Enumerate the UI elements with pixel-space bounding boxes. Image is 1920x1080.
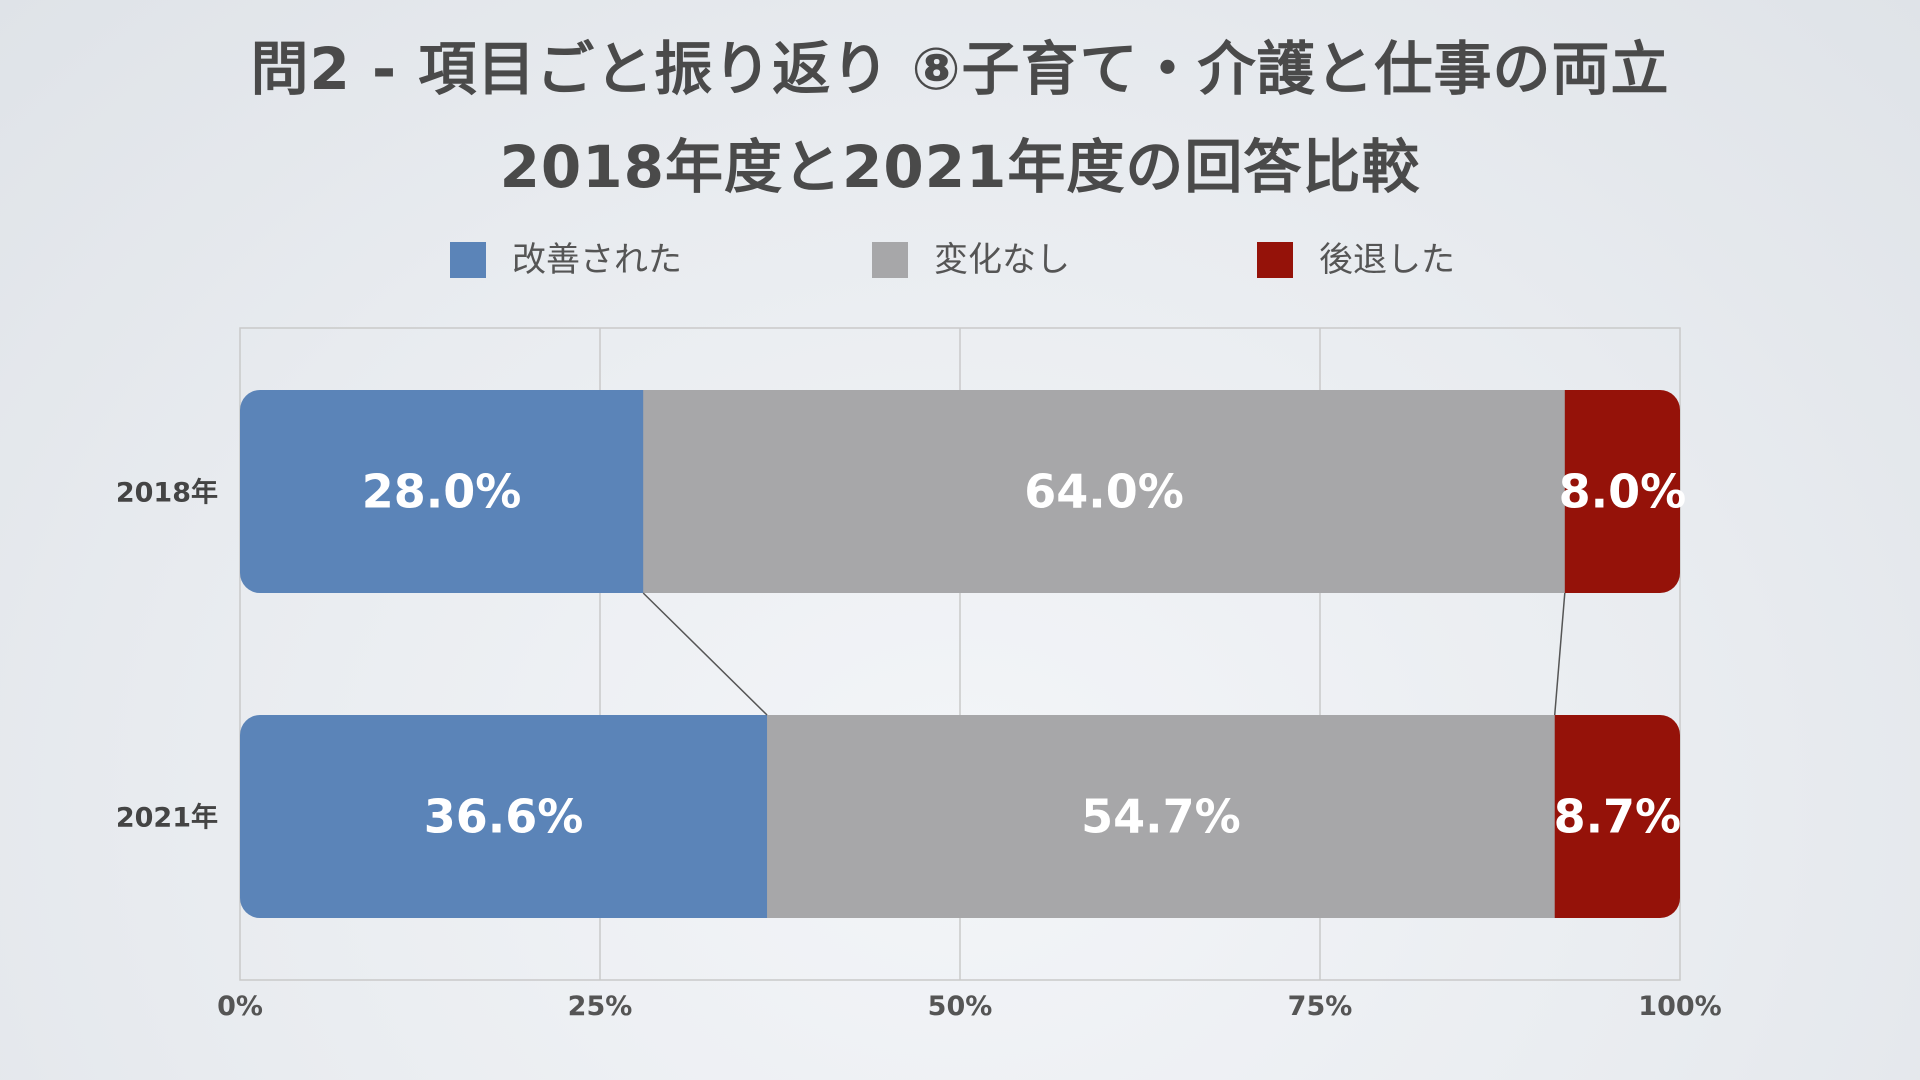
data-label: 8.7%: [1554, 790, 1682, 844]
legend-swatch-declined: [1257, 242, 1293, 278]
data-label: 54.7%: [1081, 790, 1241, 844]
bar-segment-series-1: [767, 715, 1556, 918]
bar-segment-series-1: [643, 390, 1566, 593]
series-connector-line: [1553, 592, 1566, 716]
bar-segment-series-0: [240, 390, 644, 593]
bar-segment-series-2: [1554, 715, 1680, 918]
bar-group-0: [240, 390, 1680, 593]
bar-segment-series-0: [240, 715, 768, 918]
data-label: 36.6%: [424, 790, 584, 844]
category-label: 2021年: [116, 802, 218, 834]
series-connector-line: [642, 592, 768, 716]
chart-title-line1: 問2 - 項目ごと振り返り ⑧子育て・介護と仕事の両立: [250, 35, 1670, 103]
x-tick-label: 100%: [1638, 991, 1721, 1022]
x-tick-label: 0%: [217, 991, 263, 1022]
legend-label-no-change: 変化なし: [934, 240, 1070, 280]
chart-title-line2: 2018年度と2021年度の回答比較: [499, 133, 1421, 201]
legend-swatch-no-change: [872, 242, 908, 278]
bar-segment-series-2: [1564, 390, 1680, 593]
x-tick-label: 50%: [928, 991, 993, 1022]
legend-swatch-improved: [450, 242, 486, 278]
bar-group-1: [240, 715, 1680, 918]
legend-label-improved: 改善された: [512, 240, 682, 280]
x-tick-label: 75%: [1288, 991, 1353, 1022]
x-tick-label: 25%: [568, 991, 633, 1022]
data-label: 64.0%: [1024, 465, 1184, 519]
data-label: 8.0%: [1559, 465, 1687, 519]
data-label: 28.0%: [362, 465, 522, 519]
category-label: 2018年: [116, 477, 218, 509]
legend-label-declined: 後退した: [1319, 240, 1455, 280]
